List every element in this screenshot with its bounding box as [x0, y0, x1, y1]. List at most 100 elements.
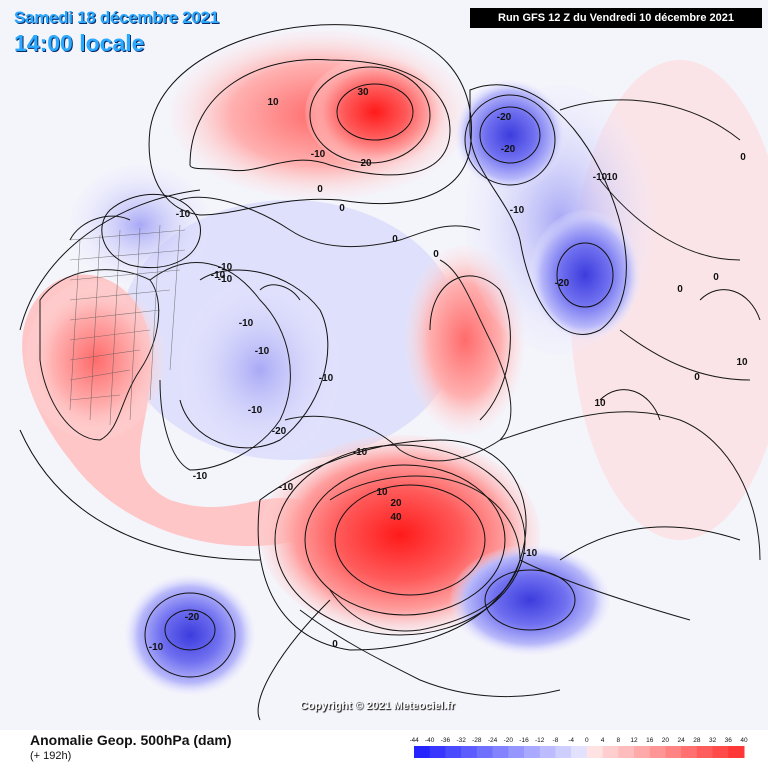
legend-tick-label: -8: [553, 737, 559, 744]
legend-swatch: [445, 746, 462, 758]
anomaly-high-america: [25, 280, 165, 440]
contour-label: -20: [497, 112, 512, 123]
contour-label: 0: [332, 639, 338, 650]
legend-swatch: [508, 746, 525, 758]
legend-swatch: [461, 746, 478, 758]
contour-label: 0: [317, 184, 323, 195]
contour-label: 0: [339, 203, 345, 214]
legend-swatch: [414, 746, 431, 758]
legend-swatch: [476, 746, 494, 758]
legend-tick-label: -32: [456, 737, 466, 744]
contour-label: -10: [248, 405, 263, 416]
legend-tick-label: 8: [616, 737, 620, 744]
contour-label: 20: [360, 158, 372, 169]
legend-tick-label: 28: [693, 737, 701, 744]
legend-tick-label: 4: [601, 737, 605, 744]
anomaly-low-arctic: [180, 280, 340, 460]
legend-tick-label: 0: [585, 737, 589, 744]
legend-tick-label: -20: [504, 737, 514, 744]
anomaly-low-mediterranean: [450, 545, 610, 655]
contour-label: -10: [218, 274, 233, 285]
contour-label: 0: [694, 372, 700, 383]
contour-label-group: 30 10 -10 20 0 -10 -20 -20 -10 -10 10 -1…: [149, 87, 748, 653]
contour-label: -10: [353, 447, 368, 458]
contour-label: -10: [255, 346, 270, 357]
graticule: [69, 224, 186, 426]
anomaly-low-canada: [70, 165, 210, 285]
legend-tick-label: 40: [740, 737, 748, 744]
contour-label: -10: [211, 270, 226, 281]
legend-swatch: [539, 746, 556, 758]
legend-tick-label: -40: [425, 737, 435, 744]
contour-label: 0: [392, 234, 398, 245]
anomaly-map: 30 10 -10 20 0 -10 -20 -20 -10 -10 10 -1…: [0, 0, 768, 730]
contour-label: 30: [357, 87, 369, 98]
legend-tick-label: 16: [646, 737, 654, 744]
contour-label: 0: [740, 152, 746, 163]
color-scale-legend: -44 -40 -36 -32 -28 -24 -20 -16 -12 -8 -4 0 4 8 12 16 20…: [410, 737, 748, 758]
legend-swatch: [634, 746, 651, 758]
legend-swatch: [586, 746, 604, 758]
legend-swatch: [602, 746, 619, 758]
anomaly-low-atlantic: [125, 575, 255, 695]
legend-tick-label: 20: [662, 737, 670, 744]
contour-label: 0: [433, 249, 439, 260]
contour-lines: [19, 24, 761, 721]
anomaly-low-siberia-south: [530, 210, 640, 340]
contour-label: -10: [218, 262, 233, 273]
contour-label: -10: [510, 205, 525, 216]
legend-swatch: [555, 746, 572, 758]
contour-label: 10: [376, 487, 388, 498]
contour-label: -10: [311, 149, 326, 160]
anomaly-low-siberia-north: [455, 80, 565, 190]
contour-label: -10: [523, 548, 538, 559]
legend-tick-label: 12: [630, 737, 638, 744]
legend-swatch: [696, 746, 714, 758]
contour-label: -10: [149, 642, 164, 653]
legend-swatch: [649, 746, 666, 758]
anomaly-high-north-core: [305, 57, 445, 167]
contour-label: -10: [176, 209, 191, 220]
copyright: Copyright © 2021 Meteociel.fr: [300, 700, 455, 712]
legend-tick-label: -16: [519, 737, 529, 744]
contour-label: 20: [390, 498, 402, 509]
forecast-horizon: (+ 192h): [30, 750, 72, 762]
legend-swatch: [618, 746, 635, 758]
contour-label: -20: [555, 278, 570, 289]
legend-tick-label: -4: [568, 737, 574, 744]
legend-tick-label: 36: [725, 737, 733, 744]
contour-label: 10: [594, 398, 606, 409]
contour-label: -10: [593, 172, 608, 183]
legend-swatch: [571, 746, 588, 758]
contour-label: 0: [713, 272, 719, 283]
coastlines: [39, 99, 761, 698]
contour-label: -20: [185, 612, 200, 623]
legend-tick-label: -36: [441, 737, 451, 744]
contour-label: -10: [193, 471, 208, 482]
legend-swatch: [681, 746, 698, 758]
legend-swatch: [712, 746, 729, 758]
legend-tick-label: 32: [709, 737, 717, 744]
legend-tick-label: 24: [678, 737, 686, 744]
legend-swatch: [524, 746, 541, 758]
contour-label: 10: [267, 97, 279, 108]
legend-swatch: [728, 746, 745, 758]
contour-label: 0: [677, 284, 683, 295]
legend-tick-label: -44: [410, 737, 419, 744]
contour-label: -20: [272, 426, 287, 437]
map-title: Anomalie Geop. 500hPa (dam): [30, 732, 232, 748]
legend-tick-label: -24: [488, 737, 498, 744]
legend-tick-label: -28: [472, 737, 482, 744]
contour-label: -10: [279, 482, 294, 493]
contour-label: 10: [736, 357, 748, 368]
contour-label: 40: [390, 512, 402, 523]
forecast-local-time: 14:00 locale: [14, 30, 145, 56]
legend-swatch: [665, 746, 682, 758]
model-run-label: Run GFS 12 Z du Vendredi 10 décembre 202…: [470, 8, 762, 28]
legend-tick-label: -12: [535, 737, 545, 744]
contour-label: -10: [319, 373, 334, 384]
contour-label: -20: [501, 144, 516, 155]
legend-swatch: [429, 746, 446, 758]
legend-swatch: [492, 746, 509, 758]
forecast-date: Samedi 18 décembre 2021: [14, 8, 219, 27]
